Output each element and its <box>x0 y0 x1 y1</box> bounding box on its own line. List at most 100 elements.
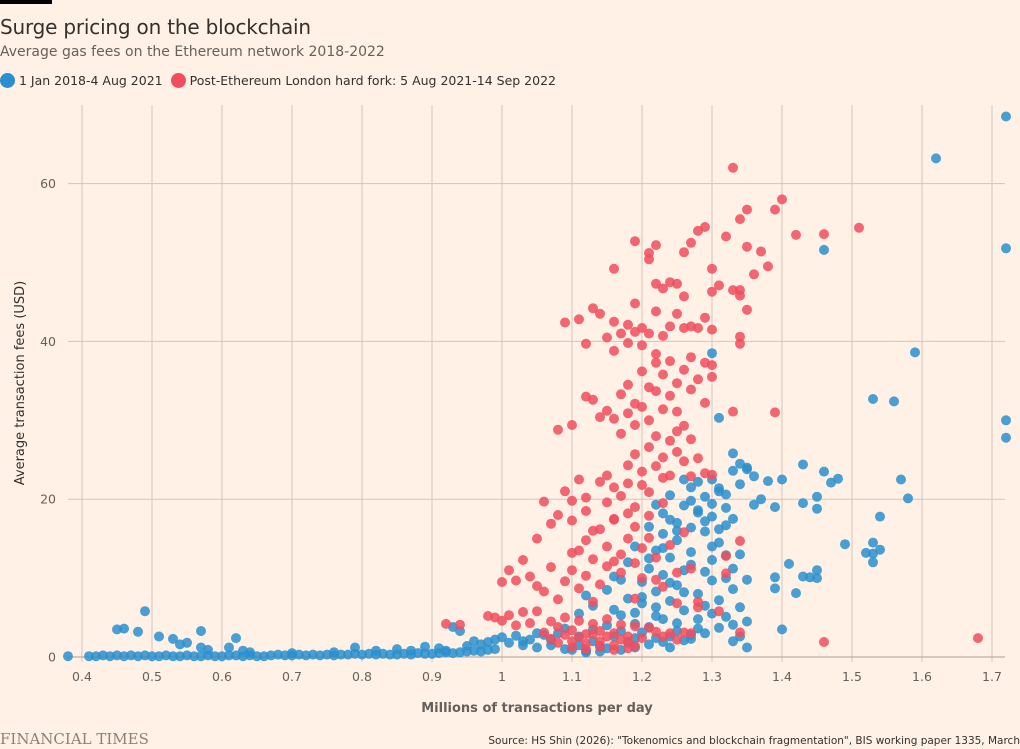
data-point <box>777 624 787 635</box>
chart-title: Surge pricing on the blockchain <box>0 15 311 39</box>
data-point <box>742 204 752 215</box>
legend-dot-blue-icon <box>0 73 15 88</box>
data-point <box>560 612 570 623</box>
data-point <box>581 644 591 655</box>
data-point <box>700 628 710 639</box>
data-point <box>728 448 738 459</box>
data-point <box>868 394 878 404</box>
data-point <box>672 426 682 437</box>
series-pre-fork <box>63 111 1011 662</box>
data-point <box>686 434 696 445</box>
data-point <box>651 278 661 289</box>
data-point <box>658 528 668 539</box>
data-point <box>651 386 661 397</box>
data-point <box>616 610 626 621</box>
data-point <box>644 415 654 426</box>
data-point <box>630 449 640 460</box>
data-point <box>665 540 675 550</box>
y-axis-label: Average transaction fees (USD) <box>13 281 28 485</box>
data-point <box>658 508 668 519</box>
data-point <box>539 586 549 597</box>
data-point <box>679 247 689 258</box>
data-point <box>833 473 843 484</box>
data-point <box>623 408 633 419</box>
data-point <box>644 639 654 650</box>
data-point <box>147 651 157 662</box>
data-point <box>672 378 682 389</box>
data-point <box>651 586 661 597</box>
data-point <box>714 412 724 423</box>
data-point <box>287 648 297 659</box>
data-point <box>553 424 563 435</box>
data-point <box>644 521 654 532</box>
data-point <box>651 306 661 317</box>
data-point <box>616 389 626 400</box>
brand-bar <box>0 0 52 4</box>
data-point <box>518 636 528 647</box>
data-point <box>770 407 780 418</box>
data-point <box>623 508 633 519</box>
data-point <box>714 606 724 617</box>
y-tick-label: 20 <box>40 492 56 507</box>
data-point <box>672 446 682 457</box>
data-point <box>700 312 710 323</box>
data-point <box>616 328 626 339</box>
source-note: Source: HS Shin (2026): "Tokenomics and … <box>488 735 1020 747</box>
data-point <box>693 588 703 599</box>
data-point <box>133 626 143 637</box>
data-point <box>784 558 794 569</box>
data-point <box>735 290 745 301</box>
data-point <box>742 642 752 653</box>
data-point <box>665 356 675 367</box>
legend-dot-red-icon <box>170 73 186 88</box>
data-point <box>686 522 696 533</box>
data-point <box>651 461 661 472</box>
data-point <box>588 525 598 536</box>
data-point <box>392 644 402 655</box>
data-point <box>686 352 696 363</box>
data-point <box>812 491 822 502</box>
legend-label: 1 Jan 2018-4 Aug 2021 <box>19 73 163 88</box>
data-point <box>686 384 696 395</box>
data-point <box>140 606 150 617</box>
data-point <box>693 453 703 464</box>
data-point <box>763 261 773 272</box>
data-point <box>567 420 577 430</box>
data-point <box>700 516 710 527</box>
data-point <box>623 533 633 544</box>
data-point <box>651 552 661 563</box>
data-point <box>896 474 906 485</box>
data-point <box>777 474 787 485</box>
data-point <box>189 651 199 662</box>
x-tick-label: 1.6 <box>912 669 932 684</box>
data-point <box>602 541 612 552</box>
data-point <box>616 549 626 560</box>
data-point <box>525 571 535 582</box>
data-point <box>609 482 619 493</box>
data-point <box>1001 243 1011 254</box>
y-tick-label: 40 <box>40 334 56 349</box>
data-point <box>693 374 703 385</box>
data-point <box>693 602 703 613</box>
data-point <box>756 494 766 505</box>
data-point <box>532 533 542 544</box>
data-point <box>854 222 864 233</box>
data-point <box>245 647 255 658</box>
data-point <box>602 584 612 595</box>
data-point <box>567 515 577 526</box>
data-point <box>581 492 591 503</box>
data-point <box>679 527 689 538</box>
data-point <box>714 280 724 291</box>
data-point <box>553 594 563 605</box>
data-point <box>616 574 626 585</box>
data-point <box>651 349 661 359</box>
data-point <box>721 551 731 561</box>
data-point <box>581 506 591 516</box>
data-point <box>644 328 654 339</box>
data-point <box>686 471 696 482</box>
data-point <box>497 632 507 643</box>
data-point <box>602 614 612 625</box>
data-point <box>595 308 605 319</box>
x-tick-label: 1.4 <box>772 669 792 684</box>
x-tick-label: 1.1 <box>562 669 582 684</box>
